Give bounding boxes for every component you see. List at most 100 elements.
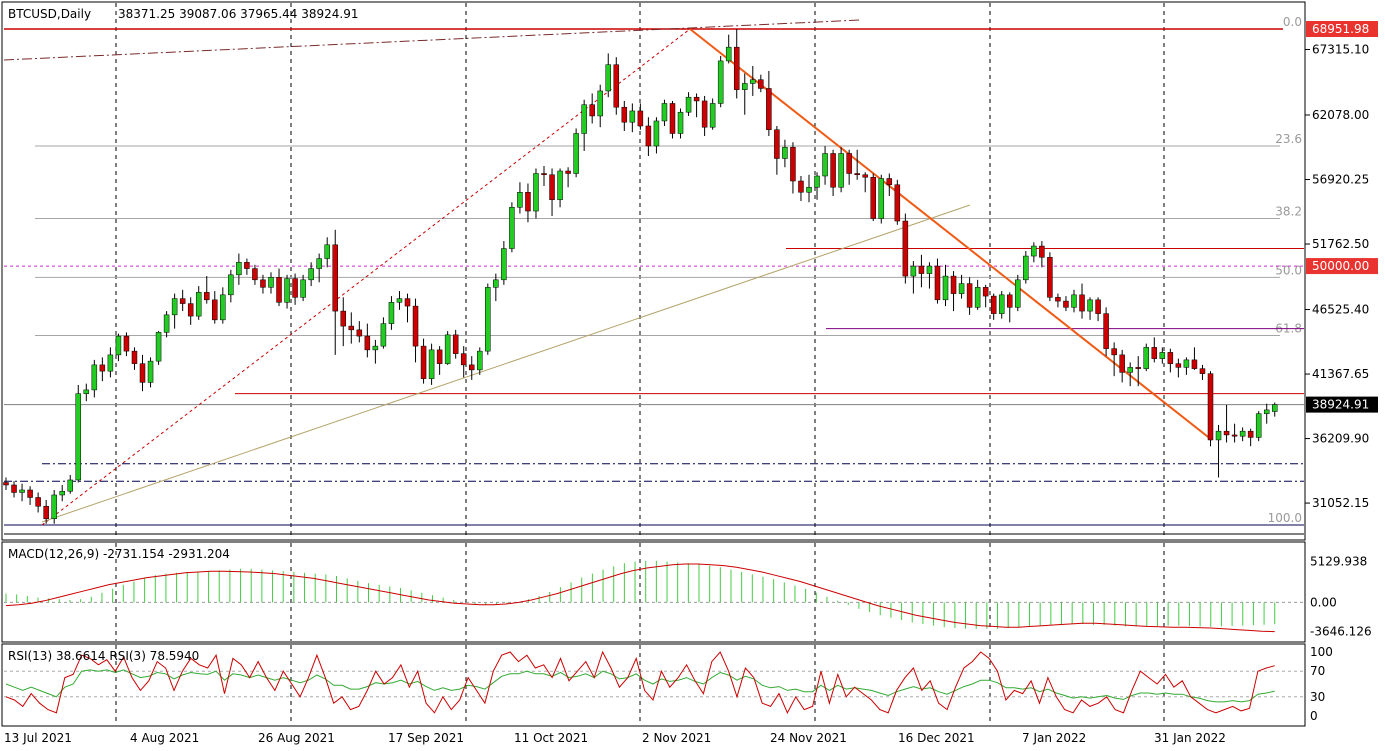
price-tick-2: 56920.25	[1312, 173, 1369, 187]
price-axis: 67315.10 62078.00 56920.25 51762.50 46525.40…	[1305, 21, 1378, 510]
candle-body-128	[1031, 245, 1037, 257]
candle-body-117	[942, 275, 949, 301]
candle-body-10	[83, 389, 90, 394]
rsi13-line	[5, 669, 1275, 703]
price-tick-3: 51762.50	[1312, 237, 1369, 251]
candle-body-108	[870, 177, 876, 219]
candle-body-60	[485, 287, 491, 352]
macd-tick-0: 5129.938	[1310, 554, 1367, 568]
candle-body-79	[637, 110, 644, 127]
candle-body-38	[308, 268, 314, 281]
candle-body-31	[252, 268, 258, 281]
candle-body-105	[846, 153, 852, 174]
candle-body-158	[1271, 404, 1278, 412]
candle-body-20	[163, 314, 170, 333]
candle-body-19	[155, 332, 162, 362]
candle-body-102	[822, 153, 828, 177]
price-highlight-2: 38924.91	[1312, 398, 1369, 412]
candle-body-122	[982, 287, 989, 297]
candle-body-75	[605, 64, 611, 92]
candle-body-47	[380, 323, 387, 347]
candle-body-4	[35, 497, 41, 507]
candle-body-22	[179, 298, 186, 304]
candle-body-27	[220, 294, 226, 321]
rsi-tick-2: 30	[1310, 690, 1325, 704]
candle-body-3	[27, 489, 33, 498]
candle-body-153	[1231, 434, 1238, 437]
candle-body-141	[1135, 367, 1141, 369]
candle-body-28	[228, 274, 234, 296]
candle-body-89	[717, 60, 724, 104]
rsi-tick-0: 100	[1310, 645, 1333, 659]
candle-body-148	[1191, 359, 1198, 369]
candle-body-100	[806, 187, 812, 193]
time-label-2: 26 Aug 2021	[258, 731, 335, 745]
macd-tick-1: 0.00	[1310, 595, 1337, 609]
candle-body-11	[91, 364, 98, 391]
candle-body-56	[452, 334, 459, 354]
candle-body-21	[171, 298, 178, 316]
candle-body-95	[766, 88, 772, 130]
fib-label-2: 38.2	[1275, 205, 1302, 219]
candle-body-151	[1215, 430, 1222, 441]
candle-body-66	[533, 173, 539, 212]
candle-body-13	[107, 354, 114, 372]
candle-body-43	[348, 325, 355, 331]
price-tick-0: 67315.10	[1312, 42, 1369, 56]
candle-body-91	[733, 46, 740, 90]
candle-body-7	[59, 490, 65, 496]
candle-body-119	[958, 283, 965, 294]
candle-body-93	[750, 79, 756, 84]
time-label-7: 16 Dec 2021	[898, 731, 975, 745]
candle-body-140	[1127, 367, 1133, 373]
macd-signal-line	[5, 563, 1275, 633]
candle-body-110	[886, 178, 893, 186]
time-label-9: 31 Jan 2022	[1154, 731, 1226, 745]
candle-body-17	[139, 363, 146, 383]
candle-body-52	[420, 345, 427, 379]
candle-body-51	[412, 305, 419, 347]
candle-body-2	[19, 489, 25, 493]
candle-body-59	[477, 350, 483, 371]
candle-body-126	[1015, 279, 1021, 308]
candle-body-6	[51, 494, 57, 519]
price-tick-1: 62078.00	[1312, 108, 1369, 122]
candle-body-14	[115, 335, 122, 356]
ohlc-label: 38371.25 39087.06 37965.44 38924.91	[118, 7, 358, 21]
candle-body-99	[798, 180, 804, 193]
rsi-label: RSI(13) 38.6614 RSI(3) 78.5940	[8, 649, 199, 663]
candle-body-104	[838, 153, 844, 188]
candle-body-106	[854, 173, 860, 176]
price-highlight-1: 50000.00	[1312, 259, 1369, 273]
candle-body-109	[878, 178, 885, 219]
candle-body-121	[974, 287, 981, 308]
rsi-pane-frame	[1, 643, 1306, 727]
candle-body-156	[1255, 413, 1262, 438]
candle-body-137	[1103, 313, 1109, 349]
price-tick-7: 31052.15	[1312, 496, 1369, 510]
candle-body-61	[493, 279, 499, 288]
candle-body-149	[1199, 368, 1206, 374]
candle-body-32	[260, 279, 266, 288]
candle-body-5	[43, 505, 49, 519]
candle-body-25	[204, 292, 210, 301]
candle-body-107	[862, 174, 868, 178]
candle-body-154	[1239, 430, 1246, 437]
candle-body-45	[364, 335, 371, 351]
candle-body-131	[1055, 297, 1061, 302]
fib-label-1: 23.6	[1275, 132, 1302, 146]
candle-body-134	[1079, 294, 1085, 312]
candle-body-73	[589, 104, 595, 117]
main-pane-frame	[1, 1, 1306, 541]
price-tick-6: 36209.90	[1312, 432, 1369, 446]
candle-body-29	[236, 262, 242, 276]
candle-body-80	[645, 125, 652, 147]
candle-body-130	[1047, 257, 1053, 298]
candle-body-142	[1143, 347, 1150, 369]
candle-body-39	[316, 258, 322, 269]
candle-body-44	[356, 329, 363, 337]
candle-body-67	[541, 173, 547, 176]
time-label-5: 2 Nov 2021	[642, 731, 711, 745]
candle-body-88	[709, 103, 716, 128]
